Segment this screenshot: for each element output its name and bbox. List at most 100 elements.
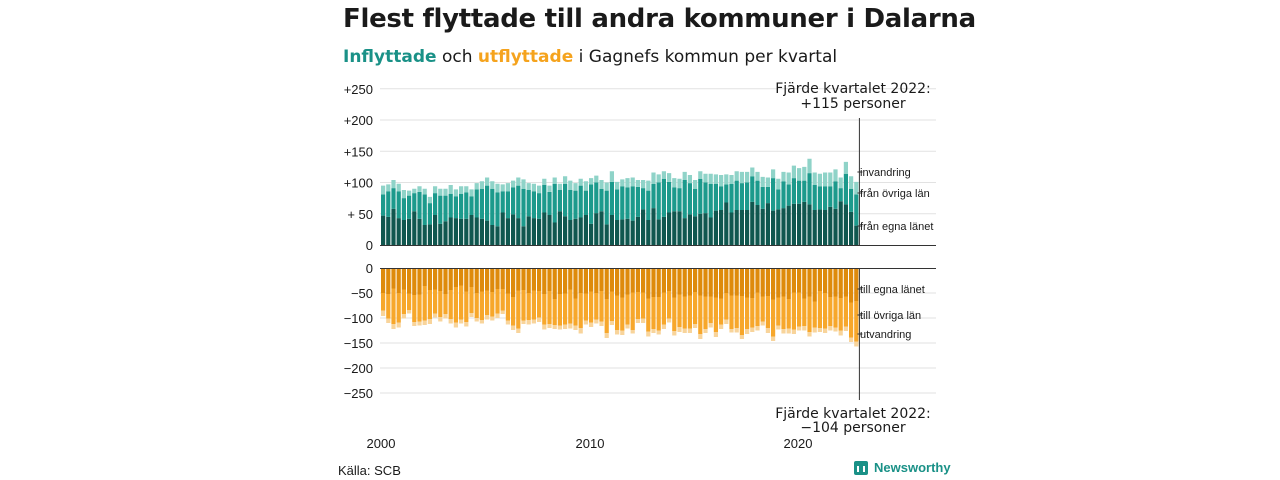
outflow-bar-segment [391,288,396,324]
inflow-bar-segment [490,181,495,189]
inflow-bar-segment [656,219,661,245]
inflow-bar-segment [771,210,776,245]
outflow-bar-segment [817,291,822,328]
outflow-bar-segment [391,324,396,329]
inflow-bar-segment [433,186,438,194]
inflow-bar-segment [713,210,718,245]
inflow-bar-segment [537,185,542,194]
inflow-bar-segment [537,218,542,245]
inflow-bar-segment [807,204,812,245]
outflow-bar-segment [646,268,651,299]
outflow-bar-segment [646,298,651,332]
outflow-bar-segment [703,296,708,329]
outflow-bar-segment [422,320,427,325]
outflow-bar-segment [646,331,651,337]
outflow-bar-segment [381,310,386,316]
outflow-bar-segment [521,268,526,290]
outflow-bar-segment [677,294,682,327]
inflow-bar-segment [682,171,687,180]
outflow-bar-segment [557,268,562,294]
inflow-bar-segment [703,182,708,214]
outflow-bar-segment [843,296,848,327]
outflow-bar-segment [687,268,692,296]
outflow-bar-segment [407,293,412,310]
outflow-bar-segment [765,296,770,328]
outflow-bar-segment [724,293,729,320]
inflow-bar-segment [531,183,536,192]
inflow-bar-segment [620,179,625,187]
inflow-bar-segment [594,182,599,214]
inflow-bar-segment [698,171,703,179]
outflow-bar-segment [386,318,391,323]
outflow-bar-segment [526,268,531,293]
outflow-bar-segment [599,291,604,322]
x-tick-label: 2000 [367,436,396,451]
subtitle-utflyttade: utflyttade [477,47,574,67]
inflow-bar-segment [505,183,510,192]
outflow-bar-segment [412,268,417,295]
inflow-bar-segment [625,187,630,219]
inflow-bar-segment [687,175,692,184]
inflow-bar-segment [391,208,396,245]
outflow-bar-segment [667,318,672,323]
outflow-bar-segment [797,268,802,293]
inflow-bar-segment [781,181,786,209]
inflow-bar-segment [542,212,547,245]
outflow-bar-segment [438,317,443,322]
inflow-bar-segment [786,184,791,206]
outflow-bar-segment [708,296,713,323]
outflow-bar-segment [755,326,760,331]
inflow-bar-segment [765,203,770,245]
outflow-bar-segment [698,295,703,334]
outflow-bar-segment [750,268,755,298]
inflow-bar-segment [521,226,526,245]
inflow-bar-segment [630,177,635,187]
legend-label: från övriga län [860,188,930,200]
y-tick-label: +150 [344,144,373,159]
inflow-bar-segment [505,191,510,219]
y-tick-label: −50 [351,286,373,301]
outflow-bar-segment [417,321,422,326]
inflow-bar-segment [552,183,557,223]
inflow-bar-segment [578,178,583,186]
inflow-bar-segment [781,171,786,182]
outflow-bar-segment [557,325,562,330]
outflow-bar-segment [823,293,828,329]
inflow-bar-segment [698,213,703,245]
outflow-bar-segment [817,328,822,332]
inflow-bar-segment [661,171,666,179]
inflow-bar-segment [583,181,588,191]
outflow-bar-segment [589,268,594,292]
inflow-bar-segment [407,190,412,196]
inflow-bar-segment [750,176,755,202]
outflow-bar-segment [807,296,812,332]
inflow-bar-segment [833,169,838,182]
inflow-bar-segment [672,178,677,188]
series-labels: invandring från övriga län från egna länet… [857,167,933,341]
outflow-bar-segment [745,297,750,329]
outflow-bar-segment [448,268,453,290]
outflow-bar-segment [594,319,599,324]
outflow-bar-segment [500,268,505,289]
outflow-bar-segment [485,268,490,291]
inflow-bar-segment [599,211,604,245]
inflow-bar-segment [708,217,713,245]
y-tick-label: +250 [344,82,373,97]
y-tick-label: −150 [344,336,373,351]
inflow-bar-segment [401,190,406,199]
inflow-bar-segment [755,180,760,205]
inflow-bar-segment [771,178,776,211]
outflow-bar-segment [693,324,698,328]
inflow-bar-segment [823,210,828,245]
inflow-bar-segment [433,215,438,245]
inflow-bar-segment [573,183,578,191]
inflow-bar-segment [573,218,578,245]
inflow-bar-segment [693,188,698,217]
inflow-bar-segment [485,220,490,245]
outflow-bar-segment [656,330,661,335]
inflow-bar-segment [760,186,765,209]
inflow-bar-segment [557,211,562,245]
outflow-bar-segment [719,324,724,329]
outflow-bar-segment [708,268,713,297]
outflow-bar-segment [531,268,536,291]
